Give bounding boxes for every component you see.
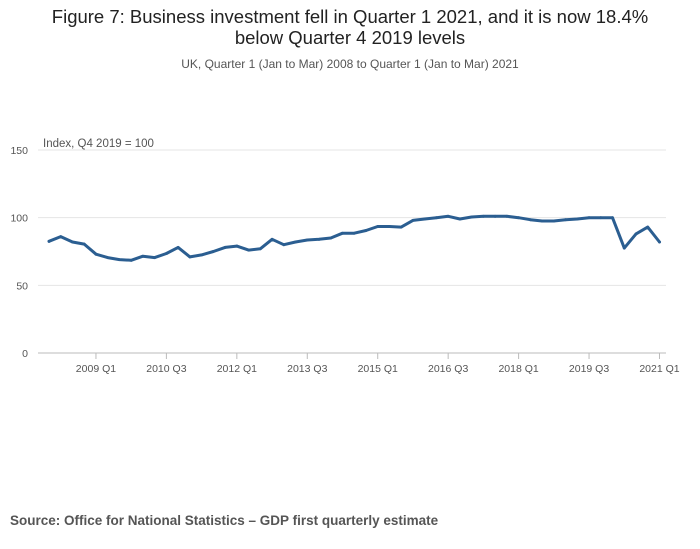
data-point bbox=[317, 237, 321, 241]
data-point bbox=[505, 214, 509, 218]
series-line-business-investment bbox=[47, 214, 661, 262]
chart-subtitle: UK, Quarter 1 (Jan to Mar) 2008 to Quart… bbox=[181, 57, 519, 71]
data-point bbox=[59, 235, 63, 239]
data-point bbox=[376, 225, 380, 228]
data-point bbox=[282, 243, 286, 247]
data-point bbox=[364, 229, 368, 232]
gridlines bbox=[38, 149, 666, 354]
data-point bbox=[200, 253, 204, 257]
x-tick-label: 2013 Q3 bbox=[287, 363, 327, 375]
data-point bbox=[223, 246, 227, 249]
data-point bbox=[71, 240, 74, 244]
x-tick-label: 2010 Q3 bbox=[146, 363, 186, 375]
x-tick-label: 2018 Q1 bbox=[498, 363, 538, 375]
data-point bbox=[94, 252, 98, 256]
data-point bbox=[118, 258, 121, 262]
data-point bbox=[435, 216, 438, 220]
data-point bbox=[258, 247, 262, 251]
data-point bbox=[493, 214, 497, 218]
data-point bbox=[517, 216, 520, 220]
data-point bbox=[211, 250, 215, 253]
y-axis-ticks: 0 50 100 150 bbox=[10, 145, 28, 360]
chart-title-line2: below Quarter 4 2019 levels bbox=[234, 27, 466, 48]
data-point bbox=[446, 214, 450, 218]
data-point bbox=[82, 242, 86, 246]
data-point bbox=[294, 240, 297, 244]
data-point bbox=[235, 244, 239, 248]
data-point bbox=[399, 225, 403, 229]
x-axis: 2009 Q1 2010 Q3 2012 Q1 2013 Q3 2015 Q1 2016 … bbox=[76, 353, 680, 375]
data-point bbox=[329, 236, 333, 240]
x-tick-label: 2009 Q1 bbox=[76, 363, 116, 375]
data-point bbox=[540, 219, 544, 223]
data-point bbox=[388, 225, 391, 228]
data-point bbox=[470, 215, 474, 219]
series-group bbox=[47, 214, 661, 262]
data-point bbox=[141, 254, 145, 258]
y-tick-label: 100 bbox=[10, 213, 28, 225]
data-point bbox=[646, 225, 650, 229]
y-tick-label: 150 bbox=[10, 145, 28, 157]
x-tick-label: 2021 Q1 bbox=[639, 363, 679, 375]
data-point bbox=[564, 218, 567, 222]
data-point bbox=[270, 237, 274, 241]
data-point bbox=[341, 231, 344, 235]
data-point bbox=[305, 238, 309, 242]
chart-title: Figure 7: Business investment fell in Qu… bbox=[0, 6, 700, 48]
y-tick-label: 0 bbox=[22, 348, 28, 360]
data-point bbox=[47, 239, 51, 243]
data-point bbox=[587, 216, 591, 220]
data-point bbox=[176, 246, 180, 249]
source-note: Source: Office for National Statistics –… bbox=[10, 513, 439, 528]
data-point bbox=[622, 246, 626, 250]
data-point bbox=[528, 218, 532, 222]
data-point bbox=[458, 217, 462, 221]
data-point bbox=[599, 216, 603, 220]
y-axis-label: Index, Q4 2019 = 100 bbox=[43, 138, 154, 150]
data-point bbox=[153, 256, 157, 259]
x-tick-label: 2016 Q3 bbox=[428, 363, 468, 375]
data-point bbox=[575, 217, 579, 221]
data-point bbox=[106, 256, 110, 259]
data-point bbox=[129, 258, 133, 262]
data-point bbox=[423, 217, 427, 221]
data-point bbox=[411, 218, 415, 222]
data-point bbox=[611, 216, 614, 220]
chart-title-line1: Figure 7: Business investment fell in Qu… bbox=[51, 6, 649, 27]
y-tick-label: 50 bbox=[16, 280, 28, 292]
x-tick-label: 2015 Q1 bbox=[358, 363, 398, 375]
data-point bbox=[165, 252, 168, 255]
data-point bbox=[634, 232, 638, 236]
data-point bbox=[247, 248, 250, 252]
x-tick-label: 2019 Q3 bbox=[569, 363, 609, 375]
data-point bbox=[352, 231, 356, 235]
x-tick-label: 2012 Q1 bbox=[217, 363, 257, 375]
data-point bbox=[188, 255, 192, 259]
data-point bbox=[481, 214, 485, 218]
data-point bbox=[658, 240, 661, 244]
data-point bbox=[552, 219, 556, 223]
